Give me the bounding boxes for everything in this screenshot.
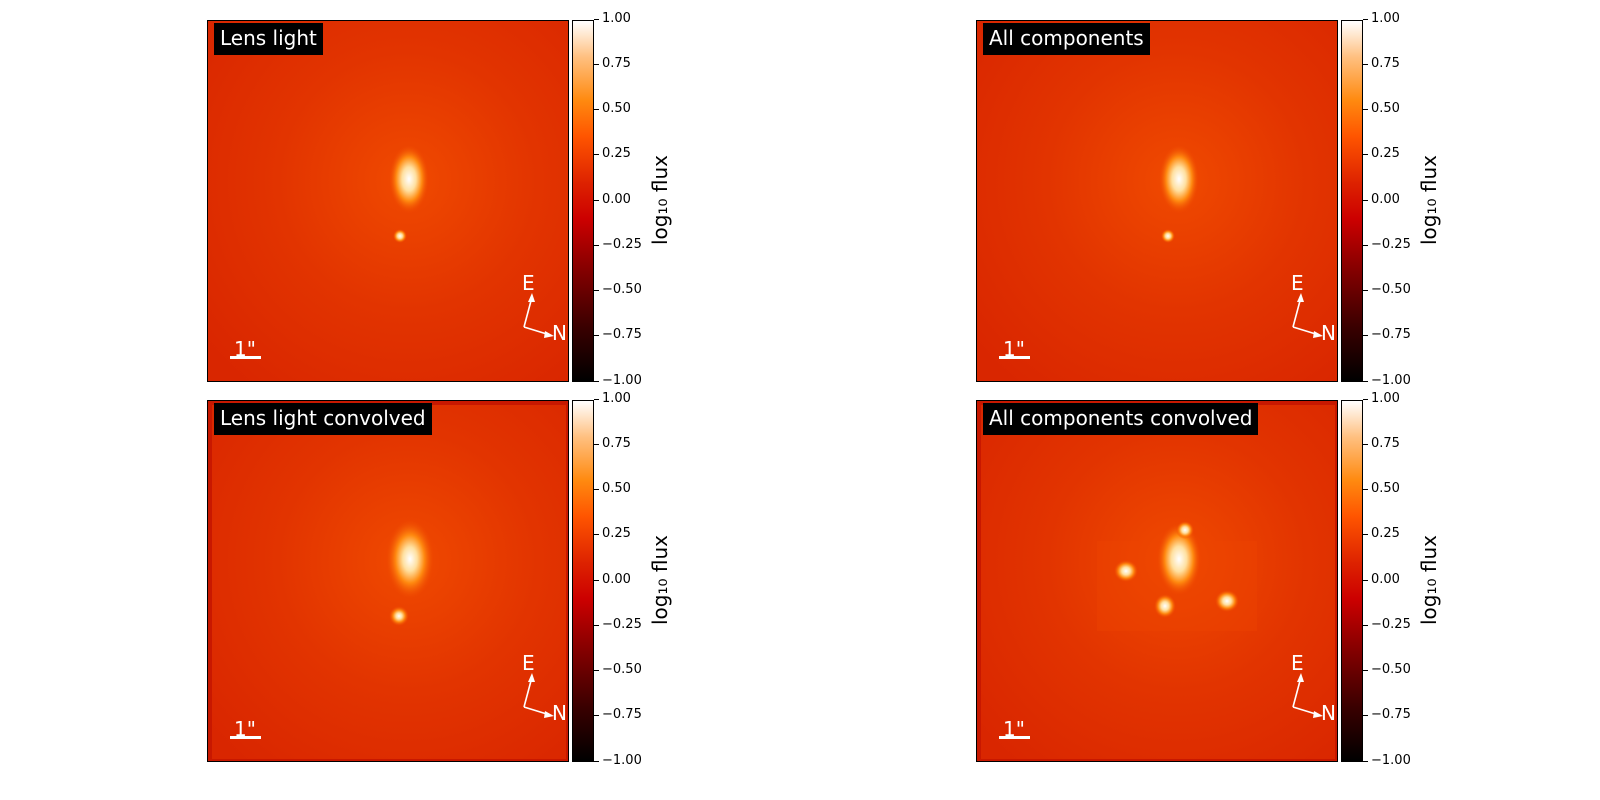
tick-label: −0.50	[602, 662, 642, 677]
tick-label: −0.50	[1371, 282, 1411, 297]
tick-label: −0.75	[1371, 707, 1411, 722]
tick-label: 0.00	[602, 572, 631, 587]
tick-label: 0.50	[602, 101, 631, 116]
north-label: N	[552, 701, 567, 725]
tick-label: −0.25	[602, 617, 642, 632]
tick-label: −0.50	[1371, 662, 1411, 677]
compass-arrows-icon	[1292, 293, 1323, 338]
panel-title: All components convolved	[983, 403, 1259, 435]
tick-label: 0.50	[1371, 101, 1400, 116]
compass: E N	[508, 271, 568, 351]
colorbar-label: log₁₀ flux	[648, 155, 672, 245]
all-components-image-svg	[977, 21, 1337, 381]
tick-label: −1.00	[602, 753, 642, 768]
colorbar-1	[572, 20, 594, 382]
compass: E N	[1277, 271, 1337, 351]
tick-label: 0.75	[602, 436, 631, 451]
tick-label: 0.25	[1371, 526, 1400, 541]
scale-label: 1"	[234, 717, 256, 741]
secondary-source	[393, 229, 407, 243]
compass-arrows-icon	[523, 673, 554, 718]
east-label: E	[1291, 271, 1304, 295]
scale-label: 1"	[234, 337, 256, 361]
tick-label: −1.00	[1371, 753, 1411, 768]
colorbar-label: log₁₀ flux	[648, 535, 672, 625]
scale-bar	[999, 356, 1030, 359]
panel-title: All components	[983, 23, 1150, 55]
tick-label: 0.00	[1371, 572, 1400, 587]
tick-label: 0.00	[602, 192, 631, 207]
tick-label: −0.25	[602, 237, 642, 252]
all-components-convolved-image-svg	[977, 401, 1337, 761]
colorbar-ticks-3: 1.00 0.75 0.50 0.25 0.00 −0.25 −0.50 −0.…	[594, 391, 654, 768]
scale-bar	[230, 736, 261, 739]
scale-bar	[230, 356, 261, 359]
tick-label: −0.75	[1371, 327, 1411, 342]
tick-label: 0.75	[602, 56, 631, 71]
tick-label: −1.00	[1371, 373, 1411, 388]
north-label: N	[1321, 701, 1336, 725]
image-a	[1176, 521, 1194, 539]
compass: E N	[508, 651, 568, 731]
lens-galaxy-core	[1159, 145, 1199, 213]
colorbar-2	[1341, 20, 1363, 382]
secondary-source	[389, 606, 409, 626]
compass-arrows-icon	[1292, 673, 1323, 718]
tick-label: 0.25	[602, 146, 631, 161]
tick-label: 1.00	[1371, 391, 1400, 406]
tick-label: 0.75	[1371, 436, 1400, 451]
lens-galaxy-core	[389, 145, 429, 213]
scale-label: 1"	[1003, 717, 1025, 741]
colorbar-ticks-1: 1.00 0.75 0.50 0.25 0.00 −0.25 −0.50 −0.…	[594, 11, 654, 388]
colorbar-ticks-2: 1.00 0.75 0.50 0.25 0.00 −0.25 −0.50 −0.…	[1363, 11, 1423, 388]
lens-light-convolved-image-svg	[208, 401, 568, 761]
lens-galaxy-core	[1157, 523, 1201, 595]
colorbar-3	[572, 400, 594, 762]
tick-label: −0.75	[602, 707, 642, 722]
scale-bar	[999, 736, 1030, 739]
image-lens-light: Lens light 1" E N	[207, 20, 569, 382]
image-c	[1215, 590, 1239, 612]
lens-light-image-svg	[208, 21, 568, 381]
tick-label: 0.75	[1371, 56, 1400, 71]
image-all-components-convolved: All components convolved 1" E N	[976, 400, 1338, 762]
tick-label: −0.75	[602, 327, 642, 342]
image-all-components: All components 1" E N	[976, 20, 1338, 382]
colorbar-label: log₁₀ flux	[1417, 155, 1441, 245]
tick-label: 0.25	[602, 526, 631, 541]
colorbar-label: log₁₀ flux	[1417, 535, 1441, 625]
image-b	[1114, 560, 1138, 582]
panel-title: Lens light	[214, 23, 323, 55]
tick-label: −0.50	[602, 282, 642, 297]
tick-label: −0.25	[1371, 237, 1411, 252]
lens-galaxy-core	[386, 519, 434, 599]
east-label: E	[522, 651, 535, 675]
north-label: N	[552, 321, 567, 345]
compass: E N	[1277, 651, 1337, 731]
tick-label: 1.00	[602, 391, 631, 406]
tick-label: 0.25	[1371, 146, 1400, 161]
colorbar-ticks-4: 1.00 0.75 0.50 0.25 0.00 −0.25 −0.50 −0.…	[1363, 391, 1423, 768]
tick-label: −0.25	[1371, 617, 1411, 632]
secondary-source	[1161, 229, 1175, 243]
image-d	[1154, 594, 1176, 618]
tick-label: 1.00	[602, 11, 631, 26]
panel-title: Lens light convolved	[214, 403, 432, 435]
colorbar-4	[1341, 400, 1363, 762]
scale-label: 1"	[1003, 337, 1025, 361]
image-lens-light-convolved: Lens light convolved 1" E N	[207, 400, 569, 762]
tick-label: 0.50	[602, 481, 631, 496]
tick-label: 0.00	[1371, 192, 1400, 207]
tick-label: 0.50	[1371, 481, 1400, 496]
east-label: E	[522, 271, 535, 295]
north-label: N	[1321, 321, 1336, 345]
east-label: E	[1291, 651, 1304, 675]
compass-arrows-icon	[523, 293, 554, 338]
tick-label: −1.00	[602, 373, 642, 388]
tick-label: 1.00	[1371, 11, 1400, 26]
